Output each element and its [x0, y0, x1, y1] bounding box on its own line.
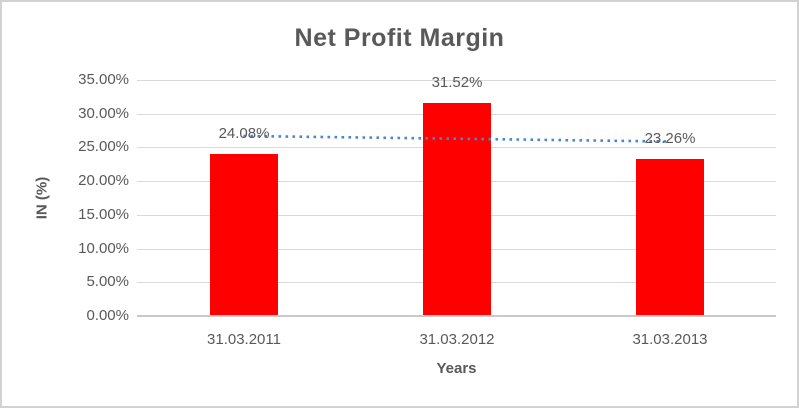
bar[interactable] [636, 159, 704, 316]
y-tick-label: 5.00% [86, 273, 129, 290]
x-axis-line [137, 315, 776, 317]
y-tick-label: 35.00% [78, 71, 129, 88]
y-tick-label: 20.00% [78, 172, 129, 189]
y-tick-label: 15.00% [78, 206, 129, 223]
x-axis-title: Years [436, 360, 477, 377]
gridline [137, 80, 776, 81]
chart-title: Net Profit Margin [294, 24, 505, 52]
x-tick-label: 31.03.2012 [419, 331, 495, 348]
x-tick-label: 31.03.2011 [207, 331, 281, 348]
bar-data-label: 23.26% [644, 130, 696, 147]
x-tick-label: 31.03.2013 [632, 331, 708, 348]
y-tick-label: 0.00% [86, 307, 129, 324]
bar-data-label: 24.08% [218, 125, 270, 142]
bar[interactable] [210, 154, 278, 316]
y-tick-label: 25.00% [78, 138, 129, 155]
bar-data-label: 31.52% [431, 74, 483, 91]
y-tick-label: 10.00% [78, 240, 129, 257]
bar[interactable] [423, 103, 491, 316]
y-tick-label: 30.00% [78, 105, 129, 122]
